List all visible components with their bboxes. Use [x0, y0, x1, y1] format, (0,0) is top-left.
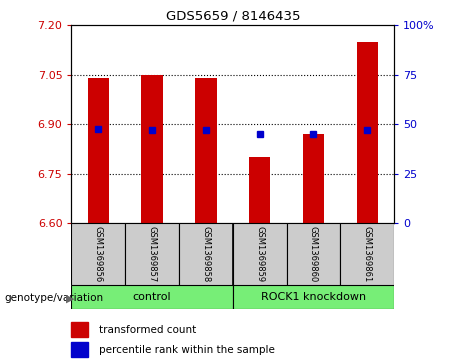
Bar — [356, 42, 378, 223]
Text: percentile rank within the sample: percentile rank within the sample — [99, 345, 275, 355]
Text: GSM1369859: GSM1369859 — [255, 226, 264, 282]
Bar — [233, 223, 287, 285]
Text: GSM1369858: GSM1369858 — [201, 226, 210, 282]
Text: GSM1369857: GSM1369857 — [148, 226, 157, 282]
Text: GSM1369856: GSM1369856 — [94, 226, 103, 282]
Bar — [142, 75, 163, 223]
Bar — [71, 342, 88, 357]
Text: transformed count: transformed count — [99, 325, 196, 335]
Bar — [303, 134, 324, 223]
Bar — [71, 322, 88, 338]
Title: GDS5659 / 8146435: GDS5659 / 8146435 — [165, 10, 300, 23]
Bar — [195, 78, 217, 223]
Text: GSM1369860: GSM1369860 — [309, 226, 318, 282]
Text: control: control — [133, 292, 171, 302]
Text: ROCK1 knockdown: ROCK1 knockdown — [261, 292, 366, 302]
Bar — [287, 223, 340, 285]
Text: ▶: ▶ — [66, 293, 74, 303]
Bar — [233, 285, 394, 309]
Bar — [71, 285, 233, 309]
Bar — [179, 223, 233, 285]
Bar — [125, 223, 179, 285]
Bar — [249, 157, 271, 223]
Text: GSM1369861: GSM1369861 — [363, 226, 372, 282]
Bar — [71, 223, 125, 285]
Bar — [88, 78, 109, 223]
Bar — [340, 223, 394, 285]
Text: genotype/variation: genotype/variation — [5, 293, 104, 303]
